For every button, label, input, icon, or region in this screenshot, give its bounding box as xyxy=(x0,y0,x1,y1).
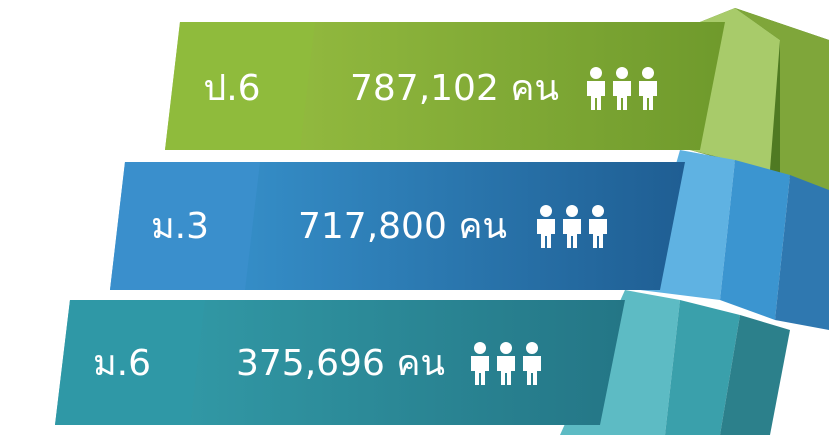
unit: คน xyxy=(510,68,559,109)
count: 375,696 xyxy=(236,343,385,384)
row-label: ม.3 xyxy=(151,206,209,247)
infographic: ป.6 787,102 คน ม.3 717,800 คน ม.6 375,69… xyxy=(0,0,829,435)
count: 787,102 xyxy=(350,68,499,109)
row-value: 787,102 คน xyxy=(350,68,559,109)
unit: คน xyxy=(458,206,507,247)
unit: คน xyxy=(396,343,445,384)
row-label: ม.6 xyxy=(93,343,151,384)
row-label: ป.6 xyxy=(203,68,260,109)
count: 717,800 xyxy=(298,206,447,247)
row-value: 717,800 คน xyxy=(298,206,507,247)
row-value: 375,696 คน xyxy=(236,343,445,384)
